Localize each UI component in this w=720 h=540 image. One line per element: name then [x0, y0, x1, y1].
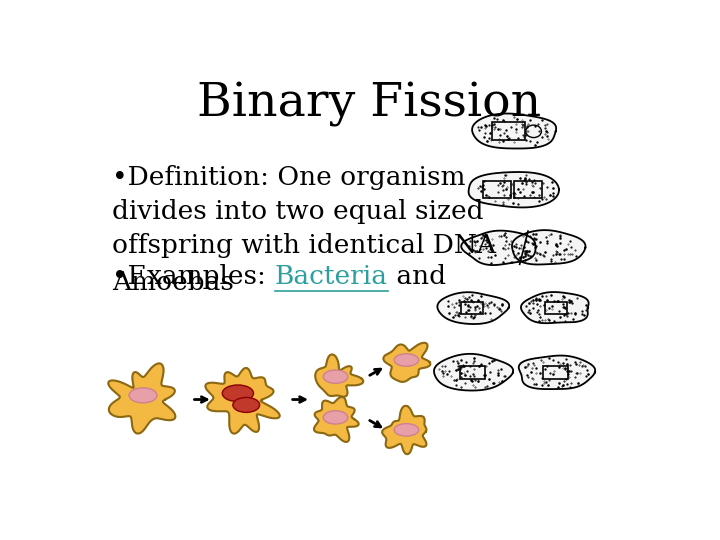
- Polygon shape: [521, 292, 589, 323]
- Ellipse shape: [222, 385, 253, 402]
- Polygon shape: [518, 355, 595, 389]
- Bar: [545, 302, 567, 314]
- Polygon shape: [437, 292, 509, 324]
- Ellipse shape: [394, 354, 418, 366]
- Text: •Definition: One organism
divides into two equal sized
offspring with identical : •Definition: One organism divides into t…: [112, 165, 496, 258]
- Polygon shape: [314, 397, 359, 442]
- Bar: [544, 366, 569, 380]
- Text: Binary Fission: Binary Fission: [197, 82, 541, 127]
- Polygon shape: [512, 230, 585, 265]
- Polygon shape: [383, 343, 431, 382]
- Ellipse shape: [233, 397, 260, 413]
- Ellipse shape: [323, 411, 348, 424]
- Bar: [461, 302, 483, 314]
- Polygon shape: [315, 354, 364, 397]
- Text: Bacteria: Bacteria: [274, 265, 387, 289]
- Text: •Examples:: •Examples:: [112, 265, 274, 289]
- Ellipse shape: [394, 424, 418, 436]
- Polygon shape: [469, 172, 559, 207]
- Bar: [514, 181, 542, 198]
- Polygon shape: [108, 363, 176, 434]
- Polygon shape: [205, 368, 279, 434]
- Bar: [459, 366, 485, 380]
- Polygon shape: [472, 113, 556, 148]
- Text: Amoebas: Amoebas: [112, 270, 234, 295]
- Text: and: and: [387, 265, 446, 289]
- Bar: [483, 181, 511, 198]
- Ellipse shape: [129, 388, 157, 403]
- Polygon shape: [462, 231, 536, 265]
- Polygon shape: [434, 354, 513, 390]
- Bar: [492, 122, 526, 140]
- Ellipse shape: [323, 370, 348, 383]
- Polygon shape: [382, 406, 426, 454]
